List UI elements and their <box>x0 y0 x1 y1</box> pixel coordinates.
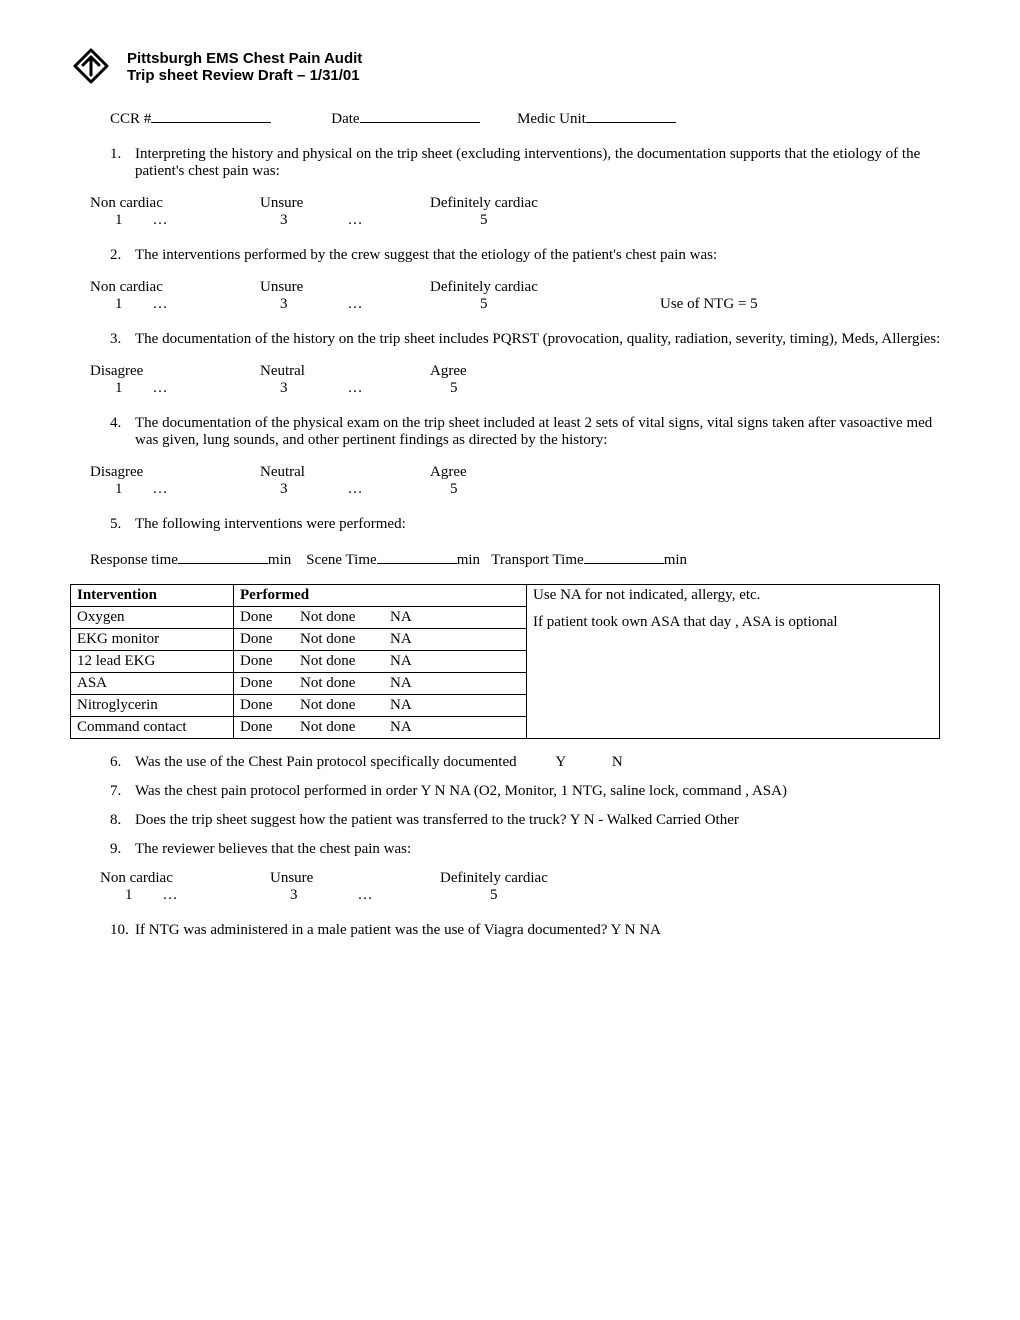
q5-text: The following interventions were perform… <box>135 516 950 533</box>
title-line-1: Pittsburgh EMS Chest Pain Audit <box>127 50 362 67</box>
intervention-table: Intervention Performed Use NA for not in… <box>70 584 940 739</box>
q9-scale[interactable]: Non cardiac Unsure Definitely cardiac 1…… <box>100 870 950 904</box>
q7-num: 7. <box>110 783 135 800</box>
table-notes: Use NA for not indicated, allergy, etc. … <box>527 585 940 739</box>
q7-text: Was the chest pain protocol performed in… <box>135 783 950 800</box>
q9-text: The reviewer believes that the chest pai… <box>135 841 950 858</box>
q8-num: 8. <box>110 812 135 829</box>
q2-num: 2. <box>110 247 135 264</box>
q5-num: 5. <box>110 516 135 533</box>
q4-text: The documentation of the physical exam o… <box>135 415 950 449</box>
times-row: Response timemin Scene Timemin Transport… <box>90 548 950 569</box>
q1-text: Interpreting the history and physical on… <box>135 146 950 180</box>
q4-num: 4. <box>110 415 135 449</box>
q4-scale[interactable]: Disagree Neutral Agree 1… 3… 5 <box>90 464 950 498</box>
q8-text: Does the trip sheet suggest how the pati… <box>135 812 950 829</box>
ntg-note: Use of NTG = 5 <box>660 296 758 313</box>
ccr-label: CCR # <box>110 111 151 127</box>
header-fields: CCR # Date Medic Unit <box>110 107 950 128</box>
q3-text: The documentation of the history on the … <box>135 331 950 348</box>
q10-num: 10. <box>110 922 135 939</box>
scale-mid: Unsure <box>260 195 430 212</box>
q9-num: 9. <box>110 841 135 858</box>
q6-n[interactable]: N <box>589 754 622 770</box>
q1-scale[interactable]: Non cardiac Unsure Definitely cardiac 1…… <box>90 195 950 229</box>
th-performed: Performed <box>234 585 527 607</box>
ccr-input[interactable] <box>151 107 271 123</box>
date-label: Date <box>331 111 359 127</box>
q10-text: If NTG was administered in a male patien… <box>135 922 950 939</box>
q1-num: 1. <box>110 146 135 180</box>
logo-icon <box>70 45 112 92</box>
th-intervention: Intervention <box>71 585 234 607</box>
q3-num: 3. <box>110 331 135 348</box>
q6-text: Was the use of the Chest Pain protocol s… <box>135 754 517 770</box>
q6-y[interactable]: Y <box>540 754 565 770</box>
medic-input[interactable] <box>586 107 676 123</box>
q2-text: The interventions performed by the crew … <box>135 247 950 264</box>
q3-scale[interactable]: Disagree Neutral Agree 1… 3… 5 <box>90 363 950 397</box>
scale-left: Non cardiac <box>90 195 260 212</box>
response-time-input[interactable] <box>178 548 268 564</box>
q6-num: 6. <box>110 754 135 771</box>
title-line-2: Trip sheet Review Draft – 1/31/01 <box>127 67 362 84</box>
scene-time-input[interactable] <box>377 548 457 564</box>
date-input[interactable] <box>360 107 480 123</box>
medic-label: Medic Unit <box>517 111 586 127</box>
scale-right: Definitely cardiac <box>430 195 600 212</box>
transport-time-input[interactable] <box>584 548 664 564</box>
q2-scale[interactable]: Non cardiac Unsure Definitely cardiac 1…… <box>90 279 950 313</box>
